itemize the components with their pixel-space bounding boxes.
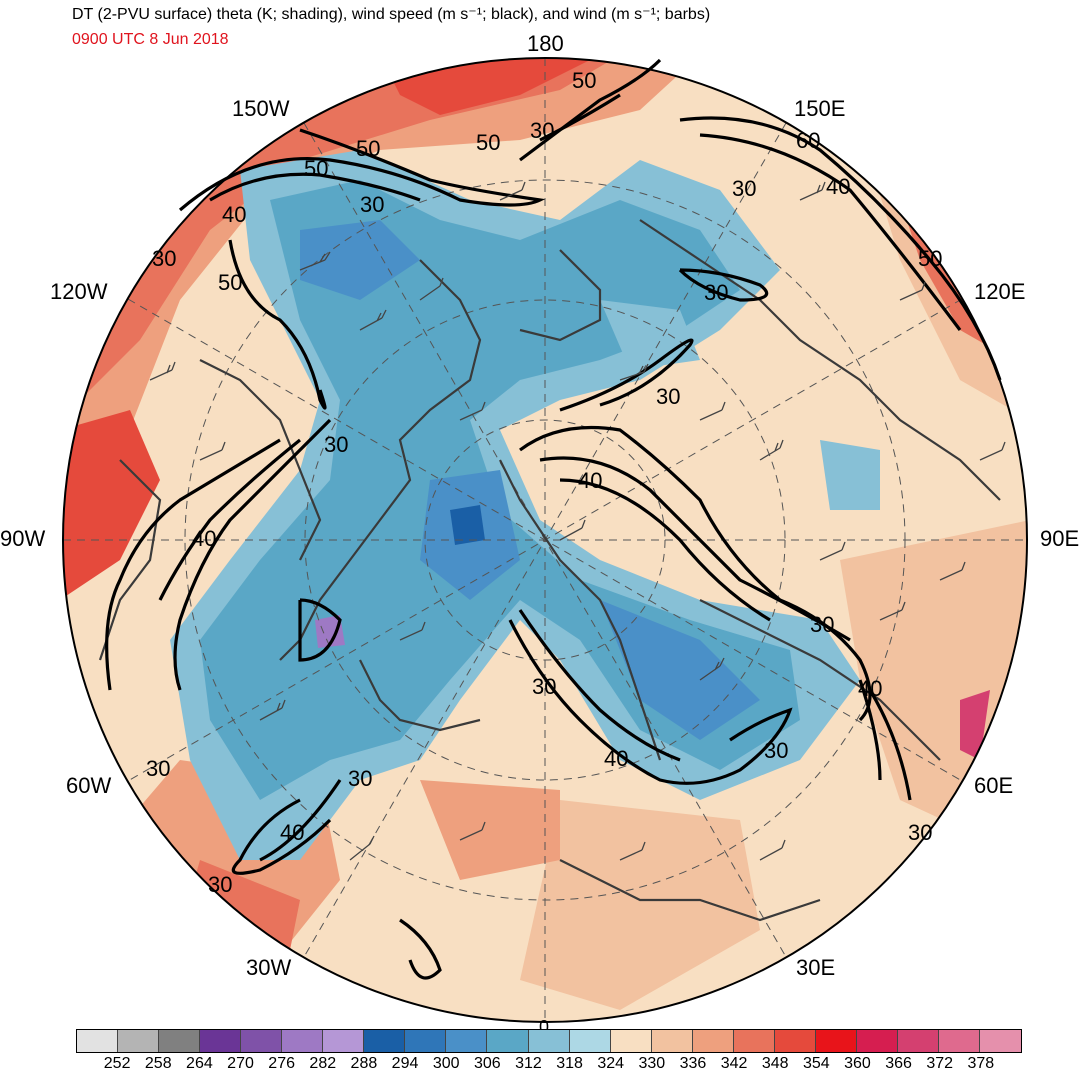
lon-label-60e: 60E bbox=[974, 773, 1014, 798]
colorbar-tick-label: 258 bbox=[144, 1055, 172, 1072]
lon-label-0: 0 bbox=[539, 1017, 550, 1037]
colorbar-swatch bbox=[856, 1030, 898, 1052]
contour-label: 40 bbox=[826, 174, 850, 199]
valid-time: 0900 UTC 8 Jun 2018 bbox=[72, 31, 229, 48]
coastlines bbox=[98, 219, 1001, 922]
contour-label: 30 bbox=[324, 432, 348, 457]
colorbar-tick-label: 276 bbox=[268, 1055, 295, 1072]
colorbar-swatch bbox=[446, 1030, 488, 1052]
contour-label: 30 bbox=[656, 384, 680, 409]
colorbar-swatch bbox=[323, 1030, 365, 1052]
colorbar-swatch bbox=[282, 1030, 324, 1052]
colorbar-swatch bbox=[733, 1030, 775, 1052]
colorbar-tick-label: 342 bbox=[720, 1055, 748, 1072]
colorbar-tick-label: 348 bbox=[761, 1055, 789, 1072]
contour-label: 40 bbox=[604, 746, 628, 771]
colorbar-swatch bbox=[528, 1030, 570, 1052]
colorbar-tick-label: 378 bbox=[967, 1055, 995, 1072]
colorbar-tick-label: 366 bbox=[885, 1055, 912, 1072]
contour-label: 40 bbox=[578, 468, 602, 493]
colorbar-swatch bbox=[610, 1030, 652, 1052]
wind-barbs bbox=[149, 181, 1006, 861]
colorbar-swatch bbox=[241, 1030, 283, 1052]
colorbar-tick-label: 354 bbox=[802, 1055, 830, 1072]
contour-label: 30 bbox=[810, 612, 834, 637]
contour-label: 50 bbox=[356, 136, 380, 161]
map-boundary bbox=[62, 57, 1028, 1023]
contour-labels: 50 50 30 50 50 30 40 30 50 60 40 30 50 3… bbox=[146, 68, 942, 897]
colorbar bbox=[76, 1029, 1022, 1053]
colorbar-swatch bbox=[692, 1030, 734, 1052]
colorbar-tick-label: 306 bbox=[473, 1055, 501, 1072]
colorbar-tick-label: 318 bbox=[556, 1055, 583, 1072]
colorbar-tick-label: 360 bbox=[844, 1055, 871, 1072]
lon-label-30w: 30W bbox=[246, 955, 292, 980]
lon-label-90w: 90W bbox=[0, 526, 46, 551]
colorbar-tick-label: 288 bbox=[350, 1055, 378, 1072]
contour-label: 40 bbox=[192, 526, 216, 551]
contour-label: 30 bbox=[208, 872, 232, 897]
contour-label: 30 bbox=[704, 280, 728, 305]
contour-label: 50 bbox=[572, 68, 596, 93]
colorbar-ticks: 252 258 264 270 276 282 288 294 300 306 312 318 324 3… bbox=[76, 1055, 1022, 1075]
contour-label: 30 bbox=[348, 766, 372, 791]
colorbar-swatch bbox=[815, 1030, 857, 1052]
lon-label-90e: 90E bbox=[1040, 526, 1080, 551]
colorbar-swatch bbox=[159, 1030, 201, 1052]
contour-label: 50 bbox=[476, 130, 500, 155]
lon-label-150e: 150E bbox=[794, 96, 846, 121]
contour-label: 30 bbox=[530, 118, 554, 143]
colorbar-tick-label: 270 bbox=[227, 1055, 254, 1072]
colorbar-swatch bbox=[980, 1030, 1022, 1052]
map-title: DT (2-PVU surface) theta (K; shading), w… bbox=[72, 6, 711, 23]
colorbar-tick-label: 252 bbox=[103, 1055, 131, 1072]
contour-label: 30 bbox=[360, 192, 384, 217]
lon-label-180: 180 bbox=[527, 31, 564, 56]
contour-label: 30 bbox=[908, 820, 932, 845]
lon-label-120e: 120E bbox=[974, 279, 1026, 304]
wind-speed-contours bbox=[105, 58, 1002, 980]
contour-label: 30 bbox=[146, 756, 170, 781]
colorbar-swatch bbox=[77, 1030, 119, 1052]
colorbar-tick-label: 330 bbox=[638, 1055, 666, 1072]
contour-label: 50 bbox=[918, 246, 942, 271]
colorbar-tick-label: 264 bbox=[186, 1055, 213, 1072]
colorbar-swatch bbox=[897, 1030, 939, 1052]
colorbar-swatch bbox=[774, 1030, 816, 1052]
contour-label: 50 bbox=[218, 270, 242, 295]
lon-label-120w: 120W bbox=[50, 279, 108, 304]
contour-label: 40 bbox=[222, 202, 246, 227]
contour-label: 30 bbox=[532, 674, 556, 699]
contour-label: 50 bbox=[304, 156, 328, 181]
contour-label: 30 bbox=[764, 738, 788, 763]
colorbar-tick-label: 282 bbox=[309, 1055, 337, 1072]
lon-label-150w: 150W bbox=[232, 96, 290, 121]
contour-label: 30 bbox=[152, 246, 176, 271]
lon-label-30e: 30E bbox=[796, 955, 836, 980]
colorbar-swatch bbox=[200, 1030, 242, 1052]
colorbar-swatch bbox=[364, 1030, 406, 1052]
colorbar-tick-label: 294 bbox=[391, 1055, 419, 1072]
colorbar-tick-label: 324 bbox=[597, 1055, 625, 1072]
colorbar-swatch bbox=[405, 1030, 447, 1052]
contour-label: 40 bbox=[858, 676, 882, 701]
colorbar-swatch bbox=[569, 1030, 611, 1052]
colorbar-swatch bbox=[118, 1030, 160, 1052]
contour-label: 60 bbox=[796, 128, 820, 153]
graticule bbox=[63, 58, 1027, 1022]
colorbar-tick-label: 372 bbox=[926, 1055, 954, 1072]
colorbar-swatch bbox=[938, 1030, 981, 1052]
contour-label: 40 bbox=[280, 820, 304, 845]
colorbar-swatch bbox=[651, 1030, 693, 1052]
lon-label-60w: 60W bbox=[66, 773, 112, 798]
contour-label: 30 bbox=[732, 176, 756, 201]
colorbar-tick-label: 300 bbox=[432, 1055, 460, 1072]
colorbar-tick-label: 312 bbox=[515, 1055, 542, 1072]
colorbar-swatch bbox=[487, 1030, 529, 1052]
colorbar-tick-label: 336 bbox=[679, 1055, 707, 1072]
